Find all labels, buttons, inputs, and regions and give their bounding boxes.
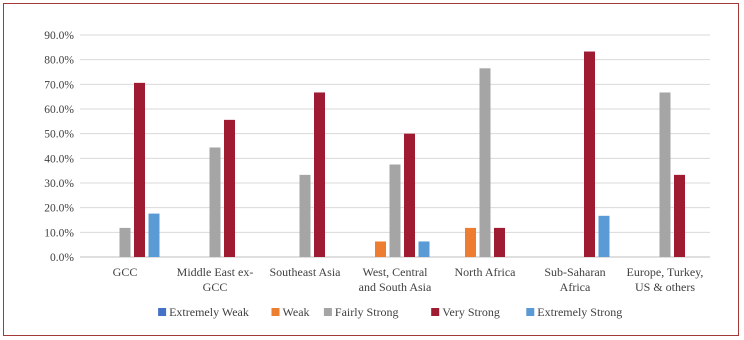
bar-very-strong <box>494 228 505 257</box>
bar-very-strong <box>674 175 685 257</box>
bar-fairly-strong <box>120 228 131 257</box>
x-category-label: Africa <box>560 280 591 294</box>
legend-label: Very Strong <box>442 305 500 319</box>
bar-fairly-strong <box>390 165 401 258</box>
y-tick-label: 80.0% <box>44 55 74 67</box>
x-category-label: and South Asia <box>359 280 432 294</box>
x-category-label: GCC <box>203 280 228 294</box>
bar-very-strong <box>584 52 595 257</box>
legend-swatch <box>272 308 280 316</box>
bar-extremely-strong <box>599 216 610 257</box>
y-tick-label: 70.0% <box>44 79 74 91</box>
y-tick-label: 0.0% <box>50 252 74 264</box>
y-tick-label: 30.0% <box>44 178 74 190</box>
legend-swatch <box>158 308 166 316</box>
x-category-label: Europe, Turkey, <box>627 265 704 279</box>
y-tick-label: 20.0% <box>44 203 74 215</box>
bar-extremely-strong <box>149 214 160 257</box>
x-category-label: GCC <box>113 265 138 279</box>
legend-label: Extremely Strong <box>537 305 622 319</box>
bar-fairly-strong <box>480 68 491 257</box>
legend-label: Weak <box>283 305 310 319</box>
bar-very-strong <box>224 120 235 257</box>
bar-very-strong <box>134 83 145 257</box>
bar-fairly-strong <box>210 147 221 257</box>
legend-label: Fairly Strong <box>335 305 399 319</box>
bar-very-strong <box>314 92 325 257</box>
bar-extremely-strong <box>419 241 430 257</box>
bar-weak <box>465 228 476 257</box>
legend-label: Extremely Weak <box>169 305 249 319</box>
y-tick-label: 90.0% <box>44 30 74 42</box>
bar-fairly-strong <box>300 175 311 257</box>
y-tick-label: 10.0% <box>44 227 74 239</box>
x-category-label: Sub-Saharan <box>544 265 605 279</box>
x-category-label: US & others <box>635 280 695 294</box>
bar-very-strong <box>404 134 415 257</box>
bar-fairly-strong <box>660 92 671 257</box>
x-category-label: Southeast Asia <box>270 265 342 279</box>
legend-swatch <box>526 308 534 316</box>
y-tick-label: 40.0% <box>44 153 74 165</box>
legend-swatch <box>324 308 332 316</box>
x-category-label: West, Central <box>362 265 428 279</box>
y-tick-label: 50.0% <box>44 129 74 141</box>
bar-weak <box>375 241 386 257</box>
y-tick-label: 60.0% <box>44 104 74 116</box>
legend-swatch <box>431 308 439 316</box>
x-category-label: Middle East ex- <box>177 265 254 279</box>
x-category-label: North Africa <box>455 265 517 279</box>
